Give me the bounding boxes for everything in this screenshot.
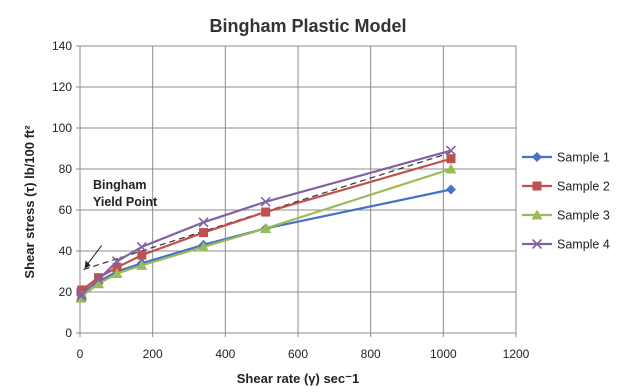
data-point-sample-4 [111,256,123,267]
data-point-sample-2 [77,285,87,295]
x-tick-label: 0 [77,347,84,361]
chart-title: Bingham Plastic Model [209,16,406,36]
data-point-sample-4 [76,288,87,300]
data-point-sample-3 [111,268,123,279]
data-point-sample-3 [136,259,148,270]
yield-point-arrowhead [84,260,91,269]
y-tick-label: 20 [59,285,73,299]
series-line-sample-3 [80,167,452,299]
data-point-sample-2 [261,207,271,217]
data-point-sample-2 [112,262,122,272]
grid-layer [79,45,517,334]
x-axis-label: Shear rate (γ) sec⁻1 [237,371,359,386]
y-axis-label: Shear stress (τ) lb/100 ft² [22,125,37,279]
y-tick-label: 140 [52,39,72,53]
x-tick-label: 1200 [503,347,530,361]
legend-marker-sample-2 [532,181,542,191]
legend-label-sample-1: Sample 1 [557,151,610,165]
y-tick-label: 40 [59,244,73,258]
x-tick-label: 800 [361,347,381,361]
data-point-sample-1 [445,184,456,195]
legend-marker-sample-4 [531,238,543,250]
data-point-sample-3 [260,222,272,233]
annotation-text-line2: Yield Point [93,195,158,209]
legend-label-sample-3: Sample 3 [557,209,610,223]
data-point-sample-2 [446,154,456,164]
data-point-sample-4 [93,274,104,285]
series-layer [75,145,457,303]
axis-layer: 0 20 40 60 80 100 120 140 0 200 400 600 800 1000 1200 [52,39,530,361]
data-point-sample-4 [260,196,271,207]
y-tick-label: 80 [59,162,73,176]
legend-label-sample-4: Sample 4 [557,238,610,252]
yield-point-arrow [86,245,103,266]
y-tick-label: 60 [59,203,73,217]
y-tick-label: 100 [52,121,72,135]
data-point-sample-4 [76,291,87,302]
annotation-text-line1: Bingham [93,178,146,192]
data-point-sample-4 [445,145,457,156]
data-point-sample-3 [93,278,105,289]
y-tick-label: 120 [52,80,72,94]
x-tick-label: 1000 [430,347,457,361]
legend-marker-sample-1 [532,152,542,162]
legend-marker-sample-3 [531,209,543,220]
data-point-sample-2 [199,228,209,238]
x-tick-label: 400 [215,347,235,361]
data-point-sample-2 [137,250,147,260]
data-point-sample-4 [136,241,147,252]
data-point-sample-4 [198,217,209,228]
x-tick-label: 200 [143,347,163,361]
x-tick-label: 600 [288,347,308,361]
y-tick-label: 0 [65,326,72,340]
data-point-sample-2 [94,273,104,283]
data-point-sample-3 [198,241,210,252]
legend-label-sample-2: Sample 2 [557,180,610,194]
legend: Sample 1 Sample 2 Sample 3 Sample 4 [522,151,610,252]
data-point-sample-3 [445,163,457,174]
